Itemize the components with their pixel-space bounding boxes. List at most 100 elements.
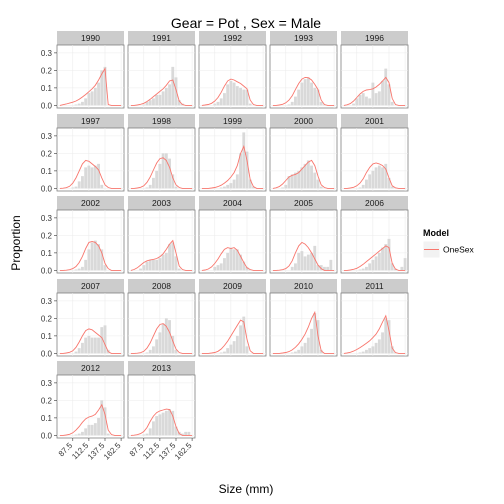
observed-bar xyxy=(313,87,317,106)
panel-strip xyxy=(57,196,124,210)
observed-bar xyxy=(242,261,246,271)
observed-bar xyxy=(90,242,94,271)
panel-1997: 1997 0.0 0.1 0.2 0.3 xyxy=(41,114,125,193)
panel-strip-label: 2001 xyxy=(365,116,384,126)
panel-strip-label: 1998 xyxy=(152,116,171,126)
panel-1993: 1993 xyxy=(269,31,338,109)
observed-bar xyxy=(235,86,239,106)
y-tick-label: 0.1 xyxy=(41,167,53,176)
observed-bar xyxy=(390,263,394,271)
observed-bar xyxy=(152,259,155,271)
observed-bar xyxy=(381,247,384,271)
observed-bar xyxy=(155,94,159,106)
observed-bar xyxy=(371,346,375,354)
observed-bar xyxy=(90,424,94,436)
observed-bar xyxy=(306,254,310,271)
panel-strip xyxy=(57,361,124,375)
observed-bar xyxy=(310,165,313,189)
observed-bar xyxy=(313,313,317,354)
observed-bar xyxy=(152,346,155,354)
observed-bar xyxy=(161,91,165,106)
panel-strip xyxy=(199,279,266,293)
observed-bar xyxy=(158,414,162,436)
panel-2004: 2004 xyxy=(198,196,267,274)
panel-2002: 2002 0.0 0.1 0.2 0.3 xyxy=(41,196,125,275)
panel-background xyxy=(198,44,267,109)
panel-1991: 1991 xyxy=(127,31,196,109)
observed-bar xyxy=(152,177,155,189)
observed-bar xyxy=(219,352,223,354)
observed-bar xyxy=(374,167,378,189)
observed-bar xyxy=(306,77,310,106)
panel-background xyxy=(127,209,196,274)
observed-bar xyxy=(377,91,381,106)
y-tick-label: 0.1 xyxy=(41,414,53,423)
observed-bar xyxy=(294,96,297,106)
observed-bar xyxy=(310,82,313,106)
panel-background xyxy=(198,292,267,357)
observed-bar xyxy=(390,186,394,189)
panel-strip-label: 2013 xyxy=(152,363,171,373)
observed-bar xyxy=(294,263,297,271)
panel-strip xyxy=(270,196,337,210)
observed-bar xyxy=(310,252,313,271)
observed-bar xyxy=(81,266,84,271)
observed-bar xyxy=(158,94,162,106)
panel-strip xyxy=(57,31,124,45)
observed-bar xyxy=(368,348,372,354)
panel-strip xyxy=(57,279,124,293)
observed-bar xyxy=(248,103,252,106)
y-tick-label: 0.3 xyxy=(41,297,53,306)
panel-2011: 2011 xyxy=(340,279,409,357)
observed-bar xyxy=(358,94,362,106)
observed-bar xyxy=(155,259,159,271)
observed-bar xyxy=(100,327,104,354)
observed-bar xyxy=(81,342,84,354)
panel-2013: 2013 xyxy=(127,361,196,439)
panel-1998: 1998 xyxy=(127,114,196,192)
observed-bar xyxy=(213,103,217,106)
observed-bar xyxy=(374,256,378,271)
panel-strip xyxy=(341,114,408,128)
observed-bar xyxy=(294,351,297,354)
observed-bar xyxy=(377,252,381,271)
observed-bar xyxy=(77,433,81,436)
observed-bar xyxy=(145,261,149,271)
predicted-line xyxy=(130,79,193,106)
observed-bar xyxy=(290,174,294,189)
observed-bar xyxy=(239,87,242,106)
panel-strip xyxy=(128,361,195,375)
predicted-line xyxy=(201,145,264,189)
observed-bar xyxy=(174,256,178,271)
observed-bar xyxy=(158,163,162,189)
predicted-line xyxy=(343,245,406,271)
y-axis-title: Proportion xyxy=(9,215,23,270)
y-tick-label: 0.0 xyxy=(41,101,53,110)
observed-bar xyxy=(235,174,239,189)
observed-bar xyxy=(374,93,378,106)
panel-strip-label: 2009 xyxy=(223,281,242,291)
observed-bar xyxy=(145,352,149,354)
observed-bar xyxy=(316,179,320,189)
observed-bar xyxy=(87,249,91,271)
observed-bar xyxy=(100,70,104,106)
panel-2012: 2012 0.0 0.1 0.2 0.3 xyxy=(41,361,125,440)
observed-bar xyxy=(103,265,107,271)
legend-title: Model xyxy=(423,228,449,238)
observed-bar xyxy=(93,240,97,271)
panel-background xyxy=(269,44,338,109)
observed-bar xyxy=(242,89,246,106)
observed-bar xyxy=(223,93,226,106)
observed-bar xyxy=(365,96,368,106)
observed-bar xyxy=(381,332,384,354)
observed-bar xyxy=(226,348,230,354)
observed-bar xyxy=(239,325,242,354)
observed-bar xyxy=(84,337,88,354)
observed-bar xyxy=(239,254,242,271)
observed-bar xyxy=(71,187,75,189)
chart-title: Gear = Pot , Sex = Male xyxy=(171,15,321,31)
observed-bar xyxy=(352,103,355,106)
y-tick-label: 0.2 xyxy=(41,231,53,240)
observed-bar xyxy=(361,351,365,354)
observed-bar xyxy=(103,325,107,354)
